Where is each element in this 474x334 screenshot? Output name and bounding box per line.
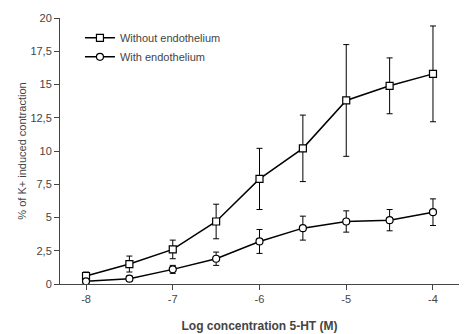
svg-text:Without endothelium: Without endothelium <box>120 32 220 44</box>
svg-text:-8: -8 <box>81 293 91 305</box>
svg-text:% of K+ induced contraction: % of K+ induced contraction <box>16 82 28 219</box>
svg-text:Log concentration 5-HT (M): Log concentration 5-HT (M) <box>182 319 338 333</box>
svg-text:15: 15 <box>40 78 52 90</box>
svg-text:-6: -6 <box>255 293 265 305</box>
svg-text:0: 0 <box>46 278 52 290</box>
svg-text:5: 5 <box>46 211 52 223</box>
svg-text:-4: -4 <box>428 293 438 305</box>
svg-text:-5: -5 <box>341 293 351 305</box>
svg-text:20: 20 <box>40 12 52 24</box>
svg-text:With endothelium: With endothelium <box>120 51 205 63</box>
svg-text:2,5: 2,5 <box>37 245 52 257</box>
svg-text:7,5: 7,5 <box>37 178 52 190</box>
svg-text:-7: -7 <box>168 293 178 305</box>
svg-text:17,5: 17,5 <box>30 45 51 57</box>
svg-text:10: 10 <box>40 145 52 157</box>
svg-text:12,5: 12,5 <box>30 112 51 124</box>
